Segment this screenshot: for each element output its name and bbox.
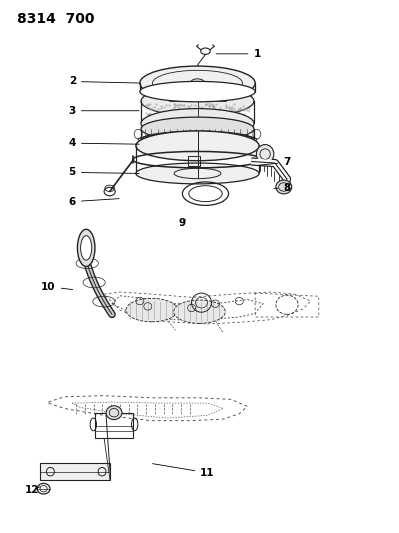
Bar (188, 156, 200, 166)
Ellipse shape (77, 229, 95, 266)
Bar (40, 463, 110, 480)
Text: 9: 9 (178, 219, 186, 229)
Text: 11: 11 (152, 464, 215, 478)
Text: 3: 3 (69, 106, 139, 116)
Ellipse shape (106, 406, 122, 419)
Ellipse shape (257, 144, 274, 164)
Ellipse shape (140, 82, 255, 102)
Ellipse shape (81, 236, 92, 260)
Text: 4: 4 (69, 138, 139, 148)
Bar (95, 413, 133, 438)
Text: 7: 7 (259, 157, 290, 167)
Ellipse shape (136, 131, 259, 161)
Ellipse shape (141, 117, 254, 141)
Ellipse shape (126, 298, 178, 322)
Text: 10: 10 (41, 282, 73, 292)
Ellipse shape (136, 163, 259, 184)
Text: 5: 5 (69, 167, 139, 177)
Ellipse shape (141, 131, 254, 148)
Ellipse shape (141, 109, 254, 139)
Ellipse shape (141, 86, 254, 116)
Text: 6: 6 (69, 197, 119, 207)
Ellipse shape (174, 300, 225, 324)
Ellipse shape (276, 180, 292, 194)
Text: 1: 1 (216, 49, 261, 59)
Text: 8314  700: 8314 700 (17, 12, 94, 27)
Text: 2: 2 (69, 77, 139, 86)
Text: 8: 8 (274, 183, 290, 193)
Text: 12: 12 (25, 486, 40, 495)
Ellipse shape (140, 66, 255, 100)
